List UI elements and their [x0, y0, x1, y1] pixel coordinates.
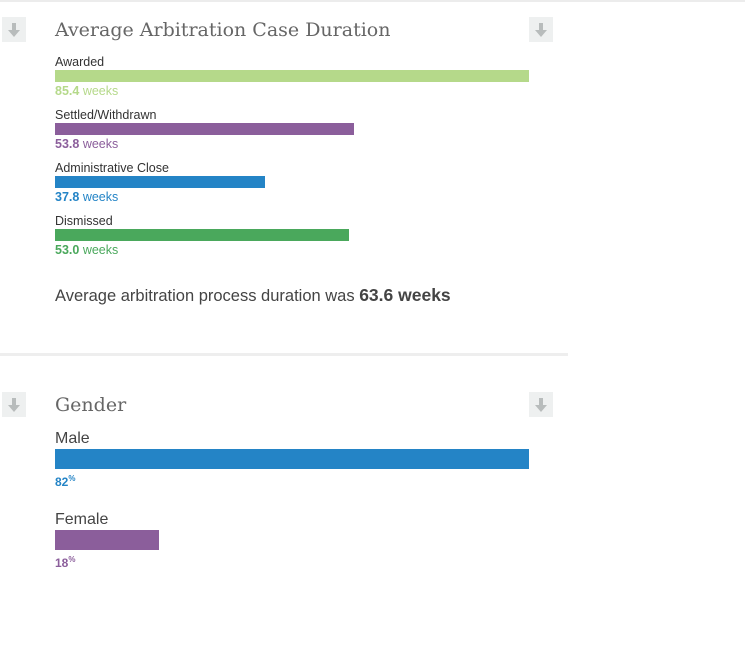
bar-label: Settled/Withdrawn: [55, 108, 157, 122]
chart-title: Average Arbitration Case Duration: [55, 19, 391, 41]
bar-value-label: 53.0 weeks: [55, 243, 118, 257]
download-arrow-icon: [8, 22, 20, 37]
download-arrow-icon: [8, 397, 20, 412]
download-button-left[interactable]: [2, 17, 26, 42]
section-divider: [0, 353, 568, 356]
bar-settled-withdrawn: [55, 123, 354, 135]
value-unit: weeks: [82, 84, 119, 98]
summary-text: Average arbitration process duration was…: [55, 285, 451, 306]
bar-label: Female: [55, 511, 109, 528]
value-unit: weeks: [82, 243, 119, 257]
value-unit: %: [68, 474, 76, 483]
bar-dismissed: [55, 229, 349, 241]
download-button-right[interactable]: [529, 392, 553, 417]
bar-label: Dismissed: [55, 214, 113, 228]
summary-prefix: Average arbitration process duration was: [55, 287, 360, 305]
value-unit: weeks: [82, 190, 119, 204]
bar-value-label: 53.8 weeks: [55, 137, 118, 151]
top-divider: [0, 0, 745, 2]
bar-value-label: 85.4 weeks: [55, 84, 118, 98]
download-button-left[interactable]: [2, 392, 26, 417]
bar-value-label: 82%: [55, 474, 75, 489]
value-number: 53.8: [55, 137, 80, 151]
value-unit: weeks: [82, 137, 119, 151]
value-number: 85.4: [55, 84, 80, 98]
value-number: 18: [55, 556, 69, 570]
download-arrow-icon: [535, 397, 547, 412]
bar-label: Awarded: [55, 55, 105, 69]
download-arrow-icon: [535, 22, 547, 37]
bar-value-label: 18%: [55, 555, 75, 570]
bar-value-label: 37.8 weeks: [55, 190, 118, 204]
bar-administrative-close: [55, 176, 265, 188]
bar-awarded: [55, 70, 529, 82]
bar-label: Administrative Close: [55, 161, 169, 175]
value-number: 82: [55, 475, 69, 489]
value-unit: %: [68, 555, 76, 564]
bar-female: [55, 530, 159, 550]
summary-value: 63.6 weeks: [359, 285, 451, 305]
value-number: 37.8: [55, 190, 80, 204]
bar-male: [55, 449, 529, 469]
bar-label: Male: [55, 430, 90, 447]
chart-title: Gender: [55, 394, 127, 416]
value-number: 53.0: [55, 243, 80, 257]
download-button-right[interactable]: [529, 17, 553, 42]
